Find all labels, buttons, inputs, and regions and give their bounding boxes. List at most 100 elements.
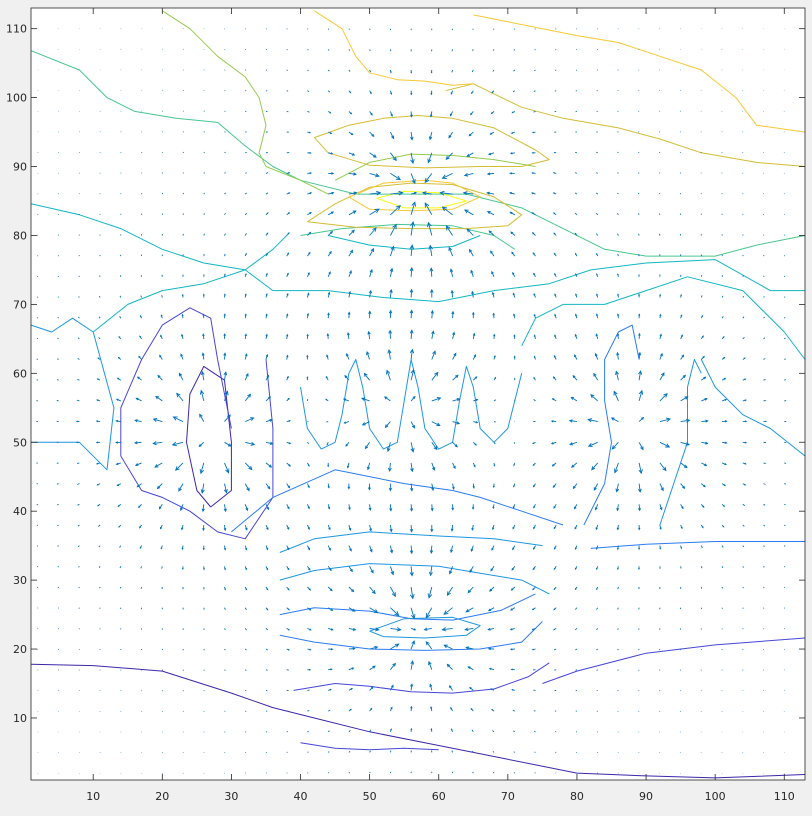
quiver-arrow-head	[309, 649, 310, 650]
quiver-arrow	[370, 49, 371, 51]
quiver-arrow-shaft	[77, 463, 79, 464]
quiver-arrow-shaft	[370, 772, 371, 773]
quiver-arrow-head	[390, 72, 391, 73]
quiver-arrow	[638, 152, 639, 153]
quiver-arrow	[784, 380, 786, 381]
quiver-arrow-shaft	[225, 690, 226, 691]
quiver-arrow	[204, 628, 205, 630]
quiver-arrow	[57, 400, 59, 401]
quiver-arrow	[37, 546, 38, 547]
quiver-arrow-shaft	[183, 173, 184, 174]
quiver-arrow	[326, 422, 328, 423]
quiver-arrow-head	[512, 690, 513, 691]
x-tick-label: 50	[363, 790, 377, 803]
quiver-arrow-shaft	[79, 587, 80, 588]
quiver-arrow-head	[597, 568, 598, 569]
quiver-arrow	[37, 566, 38, 567]
quiver-arrow	[204, 649, 205, 650]
quiver-arrow	[183, 670, 184, 671]
quiver-arrow-shaft	[57, 380, 59, 381]
quiver-arrow-shaft	[659, 214, 660, 215]
quiver-arrow-shaft	[576, 670, 577, 671]
quiver-arrow	[370, 772, 371, 773]
quiver-arrow	[100, 587, 101, 588]
quiver-arrow-head	[411, 72, 412, 73]
y-tick-label: 10	[13, 712, 27, 725]
quiver-arrow	[764, 255, 765, 256]
quiver-arrow	[245, 690, 246, 691]
quiver-arrow-head	[639, 568, 640, 569]
quiver-arrow	[722, 587, 723, 588]
quiver-arrow	[390, 751, 391, 753]
quiver-arrow-shaft	[555, 70, 556, 71]
quiver-arrow-shaft	[266, 152, 268, 153]
quiver-arrow	[349, 772, 350, 773]
quiver-arrow-shaft	[37, 380, 38, 381]
quiver-arrow-shaft	[784, 484, 786, 485]
quiver-arrow-shaft	[764, 400, 766, 401]
quiver-arrow	[328, 29, 329, 30]
quiver-arrow-shaft	[575, 152, 577, 153]
quiver-arrow-shaft	[618, 690, 619, 691]
quiver-arrow	[162, 566, 163, 568]
quiver-arrow-head	[288, 173, 289, 174]
quiver-arrow	[307, 752, 308, 753]
quiver-arrow	[37, 587, 38, 588]
quiver-arrow-shaft	[204, 711, 205, 712]
quiver-arrow-shaft	[57, 400, 59, 401]
quiver-arrow-shaft	[638, 152, 639, 153]
quiver-arrow-shaft	[597, 690, 598, 691]
quiver-arrow	[764, 400, 766, 401]
quiver-arrow-shaft	[659, 152, 660, 153]
quiver-arrow-shaft	[37, 587, 38, 588]
quiver-arrow-shaft	[659, 132, 660, 133]
quiver-arrow-shaft	[37, 525, 38, 526]
quiver-arrow-shaft	[204, 173, 205, 174]
quiver-arrow	[307, 377, 308, 380]
quiver-arrow	[638, 132, 639, 133]
quiver-arrow	[575, 152, 577, 153]
quiver-arrow	[452, 49, 453, 51]
quiver-arrow-head	[681, 547, 682, 548]
quiver-arrow	[204, 608, 205, 610]
quiver-arrow	[183, 214, 184, 215]
quiver-arrow-head	[681, 295, 682, 296]
quiver-arrow	[182, 295, 183, 298]
quiver-arrow	[659, 152, 660, 153]
quiver-arrow-head	[309, 669, 310, 670]
quiver-arrow-shaft	[473, 29, 474, 30]
quiver-arrow	[743, 276, 744, 277]
quiver-arrow	[784, 276, 785, 277]
quiver-arrow	[307, 731, 308, 732]
quiver-arrow-head	[77, 421, 78, 422]
quiver-arrow	[37, 525, 38, 526]
quiver-arrow-shaft	[514, 442, 515, 443]
quiver-arrow-shaft	[183, 711, 184, 712]
quiver-arrow	[596, 152, 597, 153]
quiver-arrow-shaft	[183, 670, 184, 671]
quiver-arrow	[784, 566, 785, 567]
quiver-arrow-shaft	[57, 504, 58, 505]
quiver-arrow	[764, 276, 765, 277]
quiver-arrow-shaft	[349, 29, 350, 30]
y-tick-label: 20	[13, 643, 27, 656]
quiver-arrow-shaft	[162, 295, 163, 297]
quiver-arrow	[183, 690, 184, 691]
quiver-arrow-shaft	[639, 670, 640, 671]
x-tick-label: 30	[224, 790, 238, 803]
quiver-arrow	[784, 484, 786, 485]
y-tick-label: 50	[13, 436, 27, 449]
quiver-arrow	[784, 317, 785, 318]
quiver-arrow-head	[533, 132, 534, 133]
quiver-arrow-shaft	[37, 359, 38, 360]
quiver-arrow-shaft	[784, 566, 785, 567]
quiver-arrow-shaft	[37, 546, 38, 547]
quiver-arrow-head	[639, 294, 640, 295]
quiver-arrow	[328, 752, 329, 753]
quiver-arrow-shaft	[370, 29, 371, 30]
quiver-arrow-shaft	[326, 422, 328, 423]
quiver-arrow	[493, 772, 494, 773]
quiver-arrow	[183, 173, 184, 174]
quiver-arrow-shaft	[266, 670, 268, 671]
quiver-arrow	[287, 670, 289, 671]
